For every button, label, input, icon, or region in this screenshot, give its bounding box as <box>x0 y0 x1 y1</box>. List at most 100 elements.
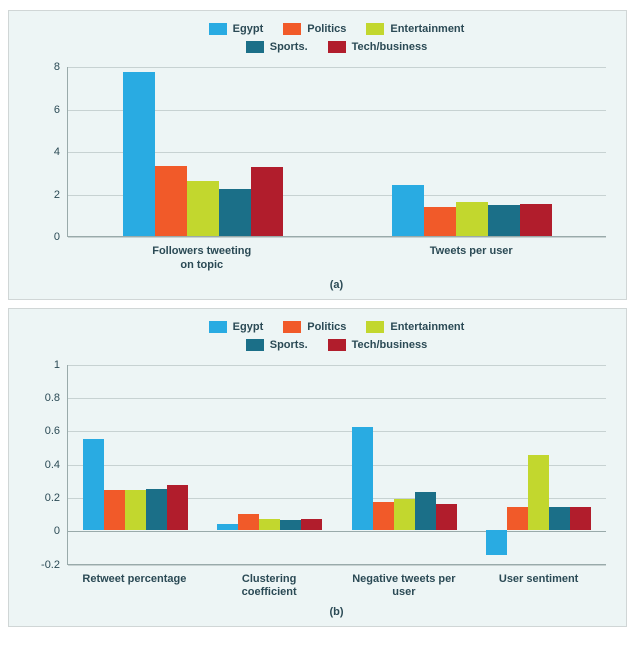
bar-politics <box>104 364 125 564</box>
bar-rect <box>570 507 591 530</box>
x-labels: Retweet percentage Clustering coefficient… <box>67 573 606 601</box>
bar-sports <box>219 66 251 236</box>
legend-item-politics: Politics <box>283 321 346 333</box>
y-tick-label: 0.6 <box>45 425 68 437</box>
legend-item-techbusiness: Tech/business <box>328 41 428 53</box>
bar-rect <box>486 530 507 555</box>
bar-egypt <box>392 66 424 236</box>
bar-groups <box>68 67 606 236</box>
bar-sports <box>415 364 436 564</box>
bar-politics <box>424 66 456 236</box>
legend-item-egypt: Egypt <box>209 23 264 35</box>
legend-item-entertainment: Entertainment <box>366 321 464 333</box>
y-tick-label: 0.4 <box>45 459 68 471</box>
bar-rect <box>104 490 125 530</box>
bar-rect <box>251 167 283 236</box>
bar-sports <box>146 364 167 564</box>
bar-rect <box>352 427 373 530</box>
bar-egypt <box>83 364 104 564</box>
bar-techbusiness <box>167 364 188 564</box>
chart-a: EgyptPoliticsEntertainmentSports.Tech/bu… <box>8 10 627 300</box>
bar-rect <box>520 204 552 236</box>
legend-item-techbusiness: Tech/business <box>328 339 428 351</box>
legend-label: Entertainment <box>390 23 464 35</box>
legend-label: Egypt <box>233 23 264 35</box>
x-label: Retweet percentage <box>79 573 189 601</box>
bar-rect <box>219 189 251 236</box>
legend-swatch <box>328 41 346 53</box>
bar-politics <box>507 364 528 564</box>
x-labels: Followers tweeting on topicTweets per us… <box>67 245 606 273</box>
bar-techbusiness <box>570 364 591 564</box>
bar-techbusiness <box>301 364 322 564</box>
x-label: Tweets per user <box>416 245 526 273</box>
legend-item-politics: Politics <box>283 23 346 35</box>
legend-swatch <box>366 321 384 333</box>
bar-politics <box>155 66 187 236</box>
bar-rect <box>83 439 104 531</box>
bar-group <box>352 365 457 564</box>
bar-rect <box>415 492 436 530</box>
bar-egypt <box>217 364 238 564</box>
y-tick-label: 8 <box>54 61 68 73</box>
legend-item-egypt: Egypt <box>209 321 264 333</box>
bar-rect <box>549 507 570 530</box>
y-tick-label: 4 <box>54 146 68 158</box>
bar-rect <box>125 490 146 530</box>
bar-rect <box>392 185 424 236</box>
plot-area: -0.200.20.40.60.81 <box>67 365 606 565</box>
chart-b: Egypt Politics Entertainment Sports. Tech/bu… <box>8 308 627 628</box>
bar-group <box>123 67 283 236</box>
x-label: Negative tweets per user <box>349 573 459 601</box>
legend-label: Sports. <box>270 339 308 351</box>
gridline <box>68 237 606 238</box>
bar-rect <box>394 499 415 531</box>
legend-item-entertainment: Entertainment <box>366 23 464 35</box>
bar-rect <box>123 72 155 236</box>
bar-egypt <box>123 66 155 236</box>
legend-label: Entertainment <box>390 321 464 333</box>
plot-area: 02468 <box>67 67 606 237</box>
y-tick-label: 2 <box>54 189 68 201</box>
legend-label: Politics <box>307 23 346 35</box>
bar-rect <box>187 181 219 236</box>
bar-techbusiness <box>436 364 457 564</box>
legend: EgyptPoliticsEntertainmentSports.Tech/bu… <box>67 23 606 53</box>
bar-rect <box>488 205 520 236</box>
bar-rect <box>436 504 457 531</box>
sub-caption: (a) <box>67 279 606 291</box>
bar-entertainment <box>125 364 146 564</box>
y-tick-label: -0.2 <box>41 559 68 571</box>
x-label: User sentiment <box>484 573 594 601</box>
legend-swatch <box>246 339 264 351</box>
legend-swatch <box>283 321 301 333</box>
bar-rect <box>301 519 322 531</box>
bar-rect <box>238 514 259 531</box>
bar-rect <box>259 519 280 531</box>
bar-egypt <box>352 364 373 564</box>
bar-entertainment <box>187 66 219 236</box>
bar-entertainment <box>456 66 488 236</box>
bar-rect <box>280 520 301 530</box>
legend-swatch <box>209 321 227 333</box>
legend: Egypt Politics Entertainment Sports. Tech/bu… <box>67 321 606 351</box>
bar-entertainment <box>259 364 280 564</box>
bar-rect <box>528 455 549 530</box>
bar-group <box>83 365 188 564</box>
legend-label: Tech/business <box>352 339 428 351</box>
bar-egypt <box>486 364 507 564</box>
bar-rect <box>456 202 488 236</box>
y-tick-label: 0.2 <box>45 492 68 504</box>
bar-rect <box>217 524 238 531</box>
x-label: Clustering coefficient <box>214 573 324 601</box>
bar-politics <box>238 364 259 564</box>
bar-sports <box>549 364 570 564</box>
bar-entertainment <box>528 364 549 564</box>
legend-label: Politics <box>307 321 346 333</box>
legend-swatch <box>366 23 384 35</box>
bar-rect <box>146 489 167 531</box>
legend-swatch <box>246 41 264 53</box>
bar-rect <box>507 507 528 530</box>
bar-rect <box>155 166 187 236</box>
bar-group <box>217 365 322 564</box>
